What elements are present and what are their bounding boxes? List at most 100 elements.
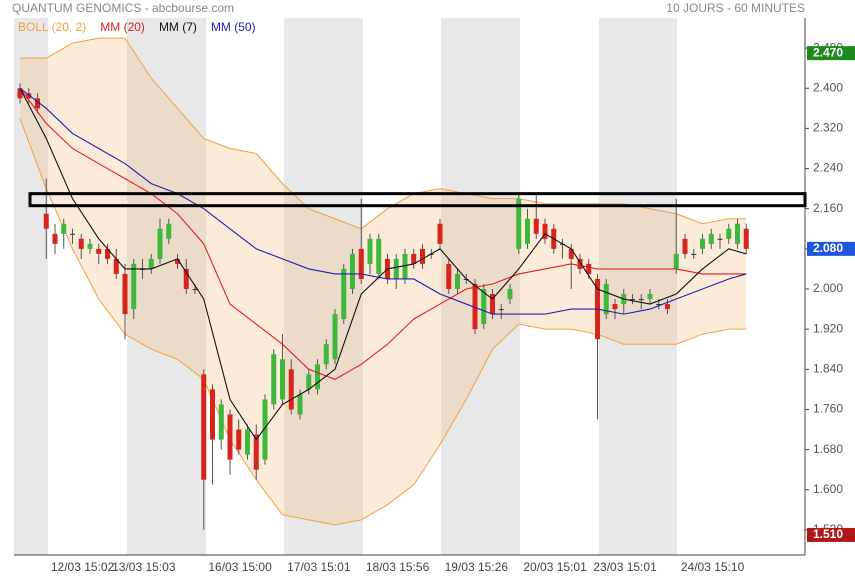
y-tick-label: 1.600 bbox=[813, 482, 843, 496]
candle-body bbox=[507, 289, 513, 300]
candle-body bbox=[700, 238, 705, 249]
x-tick-label: 23/03 15:01 bbox=[593, 560, 657, 574]
candle-body bbox=[245, 429, 250, 455]
candle-body bbox=[35, 98, 40, 109]
y-tick-label: 2.160 bbox=[813, 201, 843, 215]
candle-body bbox=[735, 223, 740, 244]
candle-body bbox=[166, 223, 172, 239]
candle-body bbox=[210, 389, 215, 440]
y-tick-label: 2.240 bbox=[813, 161, 843, 175]
candle-body bbox=[638, 299, 644, 301]
candle-body bbox=[673, 253, 679, 269]
candle-body bbox=[201, 374, 207, 480]
zone-box bbox=[28, 192, 807, 208]
y-tick-label: 1.920 bbox=[813, 321, 843, 335]
candle-body bbox=[113, 258, 119, 274]
candle-body bbox=[280, 359, 285, 400]
day-shade bbox=[127, 18, 206, 555]
candle-body bbox=[717, 238, 723, 240]
candle-body bbox=[455, 273, 460, 290]
candle-body bbox=[236, 429, 242, 450]
candle-body bbox=[568, 248, 574, 259]
candle-body bbox=[691, 253, 697, 255]
y-tick-label: 1.840 bbox=[813, 361, 843, 375]
ma-line bbox=[19, 87, 747, 315]
y-tick-label: 2.400 bbox=[813, 80, 843, 94]
candle-body bbox=[411, 253, 417, 264]
candle-body bbox=[586, 263, 592, 274]
candle-body bbox=[743, 228, 749, 249]
candle-body bbox=[332, 314, 338, 360]
candle-body bbox=[262, 399, 268, 460]
candle-body bbox=[490, 294, 495, 315]
candle-body bbox=[175, 258, 180, 264]
candle-body bbox=[612, 304, 618, 310]
candle-body bbox=[350, 253, 355, 290]
candle-body bbox=[367, 238, 373, 264]
bollinger-band bbox=[20, 38, 747, 525]
candle-body bbox=[481, 289, 487, 325]
candle-body bbox=[577, 258, 583, 269]
candle-body bbox=[297, 394, 303, 415]
candle-body bbox=[393, 258, 399, 279]
candle-body bbox=[358, 248, 364, 279]
candle-body bbox=[647, 294, 653, 300]
price-marker-label: 2.080 bbox=[813, 241, 843, 255]
candle-body bbox=[472, 283, 478, 330]
candle-body bbox=[157, 228, 163, 259]
candle-body bbox=[665, 304, 670, 310]
candle-body bbox=[525, 218, 530, 244]
candle-body bbox=[323, 344, 329, 365]
legend-entry: MM (50) bbox=[211, 20, 256, 34]
price-marker-label: 2.470 bbox=[813, 45, 843, 59]
x-tick-label: 16/03 15:00 bbox=[208, 560, 272, 574]
y-tick-label: 1.760 bbox=[813, 402, 843, 416]
price-marker bbox=[807, 527, 855, 542]
x-tick-label: 24/03 15:10 bbox=[681, 560, 745, 574]
candle-body bbox=[437, 223, 443, 244]
candle-body bbox=[341, 268, 347, 320]
x-tick-label: 17/03 15:01 bbox=[287, 560, 351, 574]
candle-body bbox=[96, 248, 102, 254]
candle-body bbox=[376, 238, 382, 274]
candle-body bbox=[271, 354, 277, 405]
price-marker bbox=[807, 241, 855, 256]
candle-body bbox=[708, 233, 714, 244]
candle-body bbox=[183, 268, 189, 290]
candle-body bbox=[192, 289, 198, 291]
legend-entry: MM (7) bbox=[159, 20, 197, 34]
x-tick-label: 12/03 15:02 bbox=[51, 560, 115, 574]
day-shade bbox=[599, 18, 677, 555]
candle-body bbox=[288, 369, 294, 410]
price-marker-label: 1.510 bbox=[813, 527, 843, 541]
day-shade bbox=[284, 18, 363, 555]
candle-body bbox=[17, 88, 23, 99]
candle-body bbox=[227, 414, 233, 460]
candle-body bbox=[306, 374, 312, 390]
chart-subtitle: 10 JOURS - 60 MINUTES bbox=[666, 1, 805, 15]
candle-body bbox=[122, 273, 128, 315]
candle-body bbox=[315, 364, 320, 390]
candle-body bbox=[533, 218, 539, 234]
candle-body bbox=[148, 258, 154, 269]
ma-line bbox=[19, 88, 747, 441]
candle-body bbox=[726, 228, 732, 239]
candle-body bbox=[131, 263, 137, 310]
candle-body bbox=[498, 309, 504, 311]
y-tick-label: 2.320 bbox=[813, 121, 843, 135]
candle-body bbox=[26, 93, 32, 99]
candle-body bbox=[516, 198, 522, 249]
legend-entry: BOLL (20, 2) bbox=[18, 20, 86, 34]
y-tick-label: 2.000 bbox=[813, 281, 843, 295]
x-tick-label: 18/03 15:56 bbox=[366, 560, 430, 574]
candle-body bbox=[78, 238, 84, 249]
candle-body bbox=[402, 253, 408, 279]
candle-body bbox=[420, 248, 425, 264]
x-tick-label: 13/03 15:03 bbox=[112, 560, 176, 574]
candle-body bbox=[105, 248, 110, 259]
chart-title: QUANTUM GENOMICS - abcbourse.com bbox=[12, 1, 234, 15]
candle-body bbox=[603, 283, 609, 315]
price-marker bbox=[807, 46, 855, 61]
day-shade bbox=[14, 18, 48, 555]
